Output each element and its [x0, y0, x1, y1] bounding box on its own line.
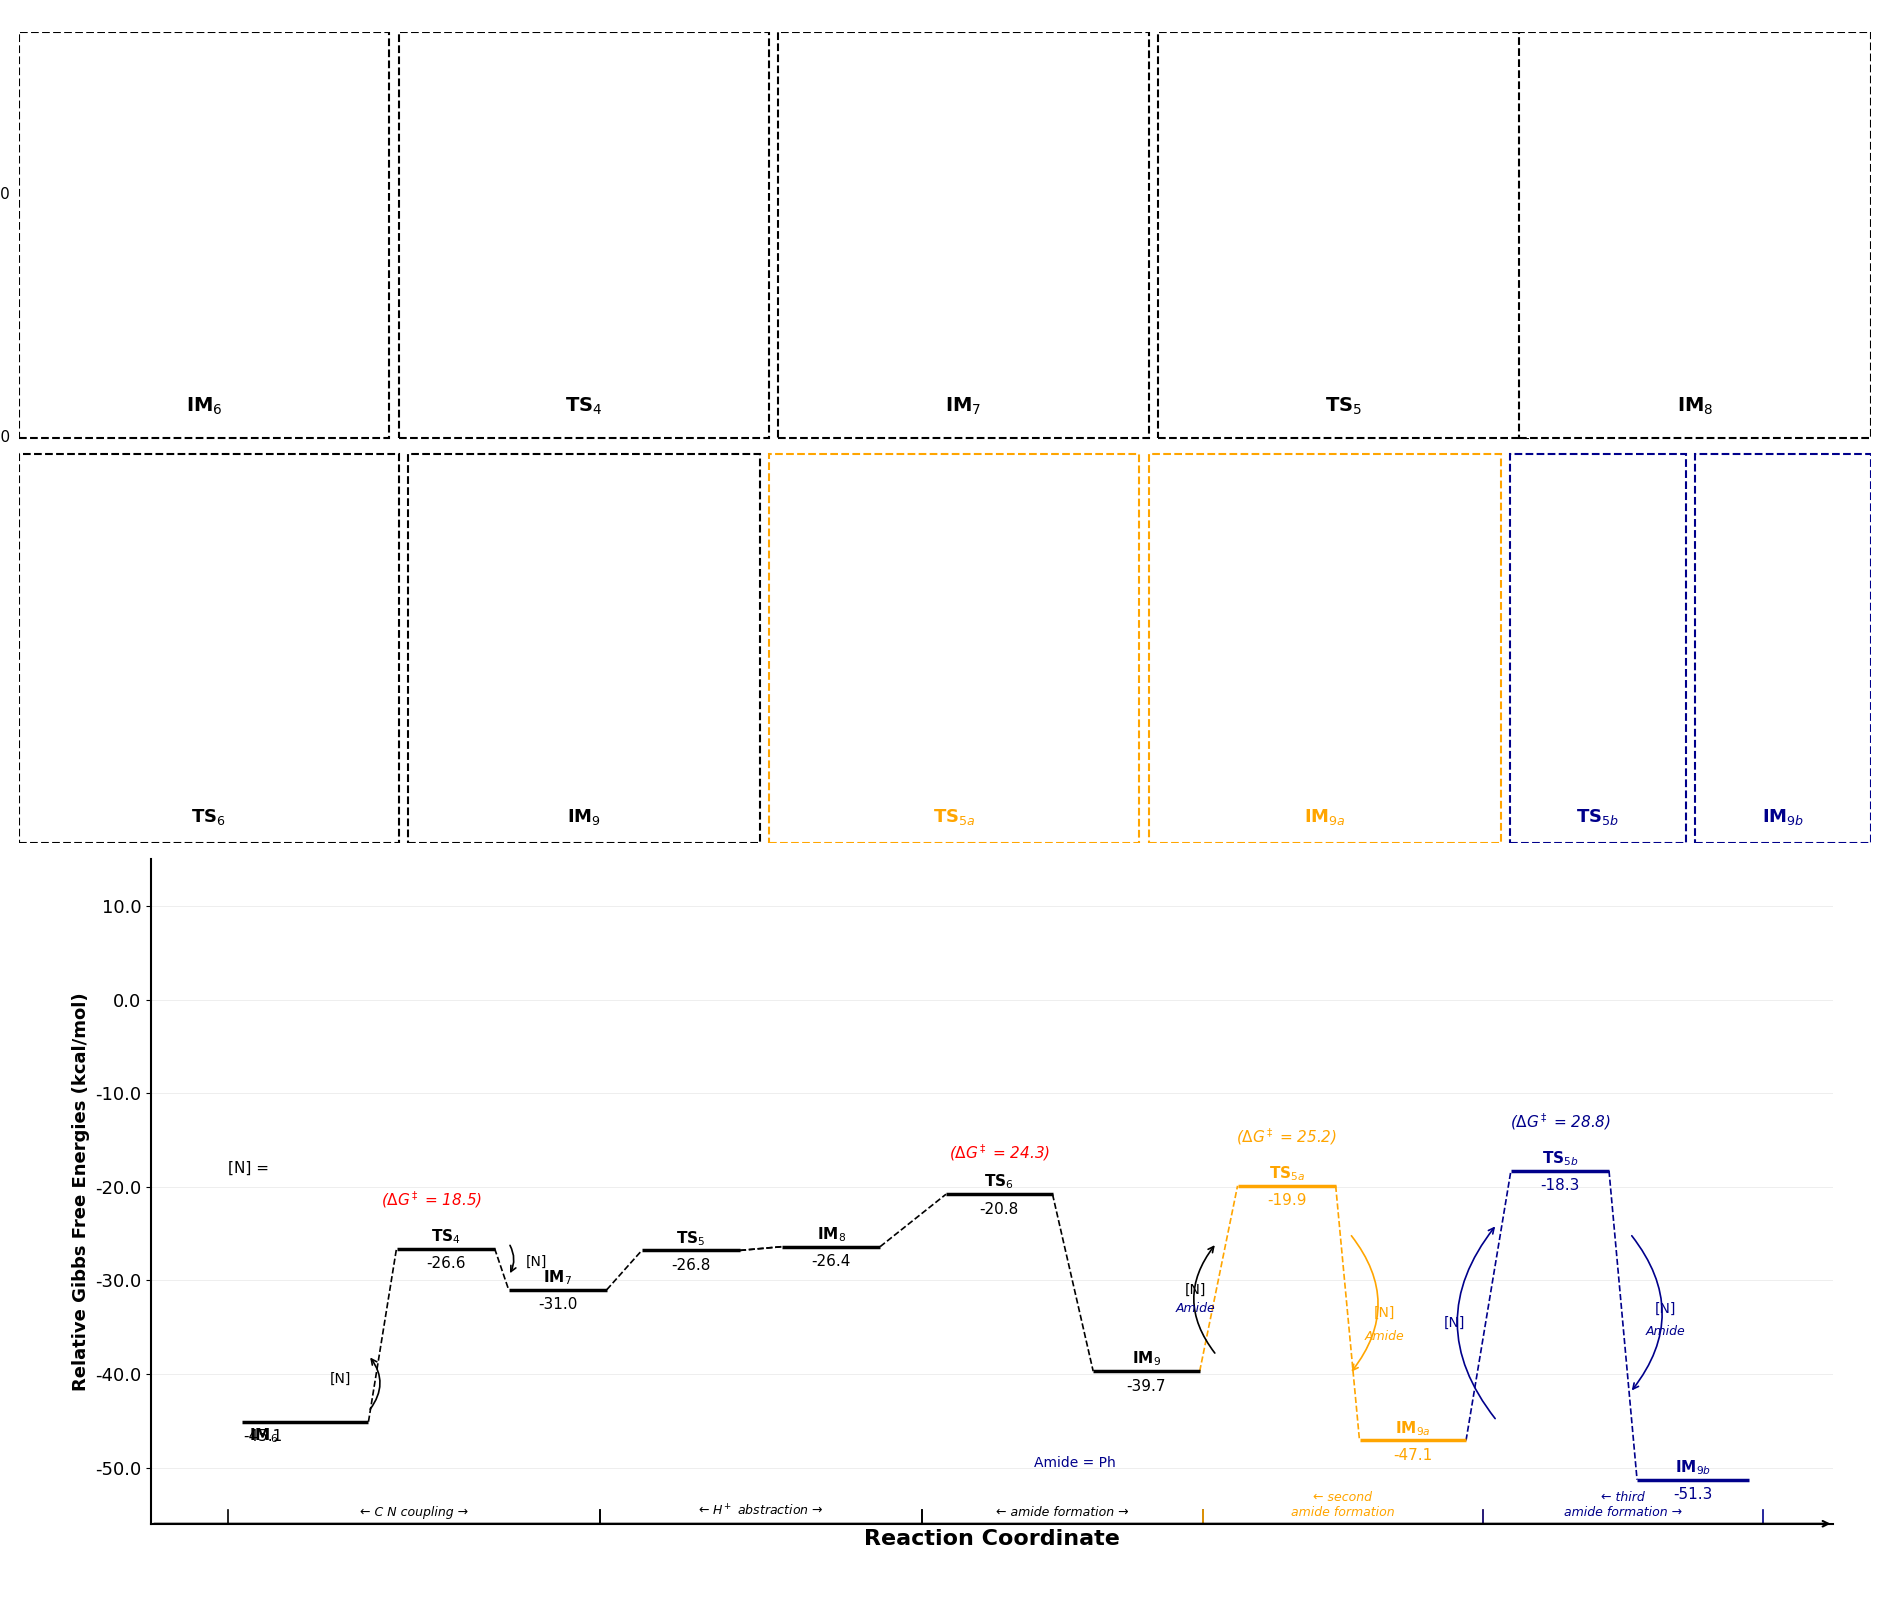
Text: TS$_6$: TS$_6$	[191, 807, 227, 827]
Text: -19.9: -19.9	[1266, 1193, 1305, 1208]
FancyBboxPatch shape	[19, 454, 399, 843]
Text: IM$_{9a}$: IM$_{9a}$	[1303, 807, 1345, 827]
Text: Amide = Ph: Amide = Ph	[1033, 1456, 1116, 1470]
Text: -45.1: -45.1	[244, 1430, 283, 1444]
Text: ← C N coupling →: ← C N coupling →	[359, 1506, 468, 1519]
Text: -47.1: -47.1	[1392, 1448, 1432, 1462]
Text: ($\Delta$G$^\ddagger$ = 24.3): ($\Delta$G$^\ddagger$ = 24.3)	[948, 1143, 1048, 1164]
Text: IM$_7$: IM$_7$	[542, 1268, 572, 1287]
Text: TS$_{5b}$: TS$_{5b}$	[1541, 1149, 1577, 1169]
Text: TS$_5$: TS$_5$	[1324, 396, 1360, 417]
Text: TS$_{5b}$: TS$_{5b}$	[1575, 807, 1619, 827]
Text: -26.8: -26.8	[671, 1258, 710, 1272]
FancyBboxPatch shape	[399, 32, 769, 438]
Text: TS$_{5a}$: TS$_{5a}$	[1268, 1164, 1303, 1183]
FancyBboxPatch shape	[408, 454, 759, 843]
Text: -26.4: -26.4	[810, 1255, 850, 1269]
Text: [N]: [N]	[1653, 1302, 1676, 1316]
Text: IM$_9$: IM$_9$	[567, 807, 601, 827]
Text: IM$_{9a}$: IM$_{9a}$	[1394, 1418, 1430, 1438]
Text: IM$_{9b}$: IM$_{9b}$	[1761, 807, 1804, 827]
Text: ← H$^+$ abstraction →: ← H$^+$ abstraction →	[697, 1504, 824, 1519]
Text: 0.0: 0.0	[0, 430, 9, 446]
Text: [N]: [N]	[1373, 1307, 1394, 1319]
FancyBboxPatch shape	[19, 32, 389, 438]
Text: -51.3: -51.3	[1672, 1486, 1711, 1503]
Text: TS$_5$: TS$_5$	[676, 1229, 705, 1248]
FancyBboxPatch shape	[769, 454, 1139, 843]
Text: IM$_{9b}$: IM$_{9b}$	[1674, 1459, 1710, 1477]
FancyBboxPatch shape	[778, 32, 1149, 438]
Text: IM$_8$: IM$_8$	[1676, 396, 1713, 417]
Text: ← second
amide formation: ← second amide formation	[1290, 1491, 1394, 1519]
Text: -39.7: -39.7	[1126, 1378, 1166, 1394]
Text: IM$_6$: IM$_6$	[185, 396, 223, 417]
Text: [N]: [N]	[329, 1371, 351, 1386]
FancyBboxPatch shape	[1158, 32, 1528, 438]
Text: [N]: [N]	[1443, 1316, 1464, 1329]
Text: ($\Delta$G$^\ddagger$ = 18.5): ($\Delta$G$^\ddagger$ = 18.5)	[382, 1190, 482, 1211]
Y-axis label: Relative Gibbs Free Energies (kcal/mol): Relative Gibbs Free Energies (kcal/mol)	[72, 992, 89, 1391]
FancyBboxPatch shape	[1509, 454, 1685, 843]
Text: Amide: Amide	[1175, 1302, 1215, 1315]
Text: TS$_4$: TS$_4$	[431, 1227, 461, 1245]
Text: 10.0: 10.0	[0, 186, 9, 203]
FancyBboxPatch shape	[1149, 454, 1500, 843]
X-axis label: Reaction Coordinate: Reaction Coordinate	[863, 1529, 1120, 1550]
Text: [N]: [N]	[1184, 1282, 1205, 1297]
Text: -26.6: -26.6	[425, 1256, 465, 1271]
FancyBboxPatch shape	[1519, 32, 1870, 438]
Text: IM$_6$: IM$_6$	[249, 1426, 278, 1444]
Text: ($\Delta$G$^\ddagger$ = 25.2): ($\Delta$G$^\ddagger$ = 25.2)	[1235, 1127, 1336, 1148]
Text: TS$_{5a}$: TS$_{5a}$	[933, 807, 975, 827]
Text: Amide: Amide	[1364, 1329, 1404, 1344]
Text: ← amide formation →: ← amide formation →	[996, 1506, 1128, 1519]
Text: IM$_8$: IM$_8$	[816, 1225, 844, 1243]
Text: -31.0: -31.0	[538, 1297, 576, 1313]
FancyBboxPatch shape	[1694, 454, 1870, 843]
Text: ($\Delta$G$^\ddagger$ = 28.8): ($\Delta$G$^\ddagger$ = 28.8)	[1509, 1112, 1609, 1133]
Text: [N]: [N]	[525, 1255, 548, 1269]
Text: IM$_9$: IM$_9$	[1132, 1350, 1160, 1368]
Text: Amide: Amide	[1643, 1326, 1685, 1339]
Text: -18.3: -18.3	[1540, 1178, 1579, 1193]
Text: TS$_6$: TS$_6$	[984, 1172, 1014, 1191]
Text: ← third
amide formation →: ← third amide formation →	[1562, 1491, 1681, 1519]
Text: -20.8: -20.8	[979, 1201, 1018, 1217]
Text: IM$_7$: IM$_7$	[944, 396, 980, 417]
Text: TS$_4$: TS$_4$	[565, 396, 603, 417]
Text: [N] =: [N] =	[229, 1161, 268, 1175]
